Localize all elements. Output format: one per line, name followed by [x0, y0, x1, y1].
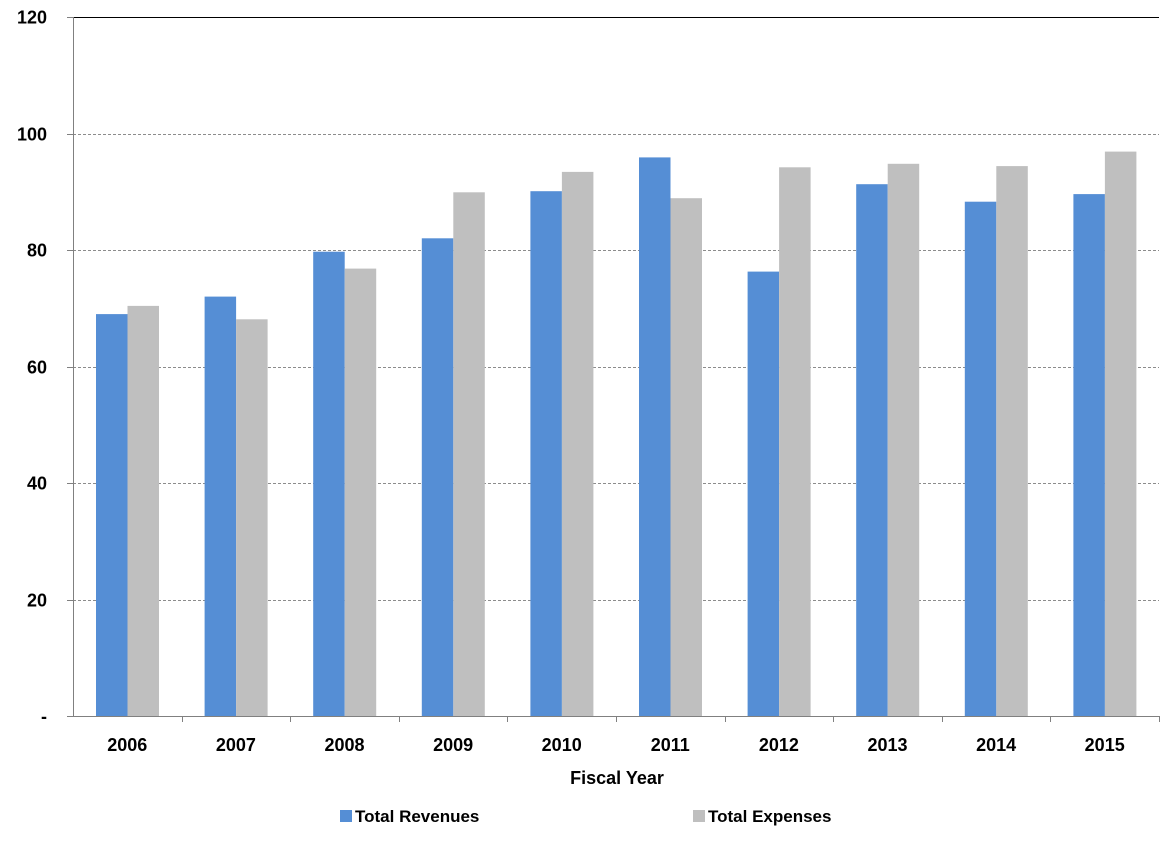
- bar-total-expenses: [670, 198, 702, 716]
- legend-swatch: [340, 810, 352, 822]
- bar-total-revenues: [856, 184, 888, 716]
- bar-total-revenues: [530, 191, 562, 716]
- bar-total-revenues: [964, 201, 997, 716]
- bar-total-expenses: [127, 305, 159, 716]
- bar-total-revenues: [204, 296, 237, 716]
- x-axis-title: Fiscal Year: [570, 768, 664, 788]
- x-tick-label: 2013: [867, 735, 907, 755]
- x-tick-label: 2011: [651, 735, 690, 755]
- y-tick-label: 120: [17, 8, 47, 28]
- bar-total-expenses: [996, 166, 1028, 717]
- bar-total-revenues: [313, 251, 345, 716]
- x-tick-labels: 2006 2007 2008 2009 2010 2011 2012 2013 2014 2015: [107, 735, 1124, 755]
- bar-total-expenses: [453, 192, 485, 717]
- bar-total-expenses: [561, 171, 594, 716]
- y-tick-label: 80: [27, 241, 47, 261]
- x-tick-label: 2009: [433, 735, 473, 755]
- x-tick-label: 2006: [107, 735, 147, 755]
- x-tick-label: 2010: [542, 735, 582, 755]
- bar-total-expenses: [236, 319, 268, 716]
- y-tick-labels: - 20 40 60 80 100 120: [17, 8, 47, 727]
- bar-total-expenses: [344, 268, 377, 716]
- y-tick-label: 20: [27, 591, 47, 611]
- bar-total-revenues: [421, 238, 454, 717]
- x-tick-label: 2008: [324, 735, 364, 755]
- x-tick-label: 2014: [976, 735, 1016, 755]
- x-tick-label: 2015: [1085, 735, 1125, 755]
- bar-total-expenses: [1104, 151, 1137, 717]
- axes: [67, 17, 1160, 722]
- bar-total-revenues: [747, 271, 780, 716]
- bar-total-expenses: [887, 163, 920, 717]
- x-tick-label: 2007: [216, 735, 256, 755]
- y-tick-label: 60: [27, 358, 47, 378]
- bar-total-revenues: [1073, 194, 1105, 717]
- bar-total-revenues: [96, 314, 128, 716]
- y-tick-label: 100: [17, 125, 47, 145]
- legend-swatch: [693, 810, 705, 822]
- x-tick-label: 2012: [759, 735, 799, 755]
- y-tick-label: -: [41, 707, 47, 727]
- legend: Total Revenues Total Expenses: [340, 807, 831, 826]
- legend-label: Total Revenues: [355, 807, 479, 826]
- bar-total-expenses: [779, 167, 811, 717]
- bars: [96, 151, 1137, 717]
- y-tick-label: 40: [27, 474, 47, 494]
- bar-total-revenues: [639, 157, 671, 716]
- legend-label: Total Expenses: [708, 807, 831, 826]
